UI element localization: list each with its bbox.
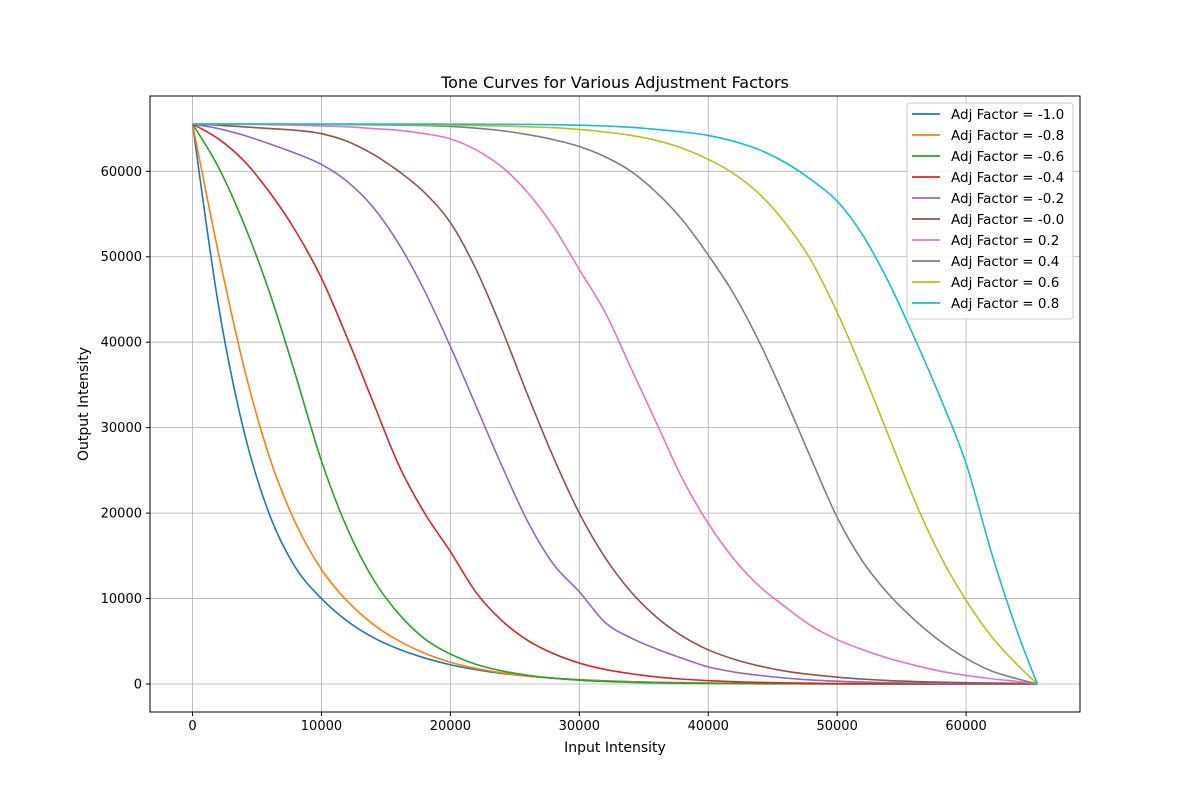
plot-area-frame <box>149 95 1081 713</box>
legend-label: Adj Factor = -0.4 <box>951 170 1064 186</box>
legend-label: Adj Factor = 0.6 <box>951 275 1059 291</box>
x-tick-label: 10000 <box>301 719 342 734</box>
x-tick-label: 0 <box>188 719 196 734</box>
legend-label: Adj Factor = -0.6 <box>951 149 1064 165</box>
legend-label: Adj Factor = -1.0 <box>951 107 1064 123</box>
series-line-4 <box>192 123 1038 685</box>
legend-label: Adj Factor = -0.0 <box>951 212 1064 228</box>
y-axis-label: Output Intensity <box>76 347 92 461</box>
y-tick-label: 40000 <box>101 336 142 351</box>
x-axis-label: Input Intensity <box>564 740 666 756</box>
y-tick-label: 20000 <box>101 507 142 522</box>
legend-label: Adj Factor = 0.8 <box>951 296 1059 312</box>
y-axis-ticks: 0 10000 20000 30000 40000 50000 60000 <box>101 165 150 692</box>
x-tick-label: 20000 <box>430 719 471 734</box>
legend-box <box>906 102 1074 320</box>
x-tick-label: 50000 <box>816 719 857 734</box>
y-tick-label: 50000 <box>101 250 142 265</box>
x-tick-label: 60000 <box>945 719 986 734</box>
y-tick-label: 10000 <box>101 592 142 607</box>
chart-title: Tone Curves for Various Adjustment Facto… <box>440 73 789 92</box>
legend-label: Adj Factor = -0.8 <box>951 128 1064 144</box>
legend-label: Adj Factor = 0.2 <box>951 233 1059 249</box>
x-tick-label: 40000 <box>688 719 729 734</box>
x-axis-ticks: 0 10000 20000 30000 40000 50000 60000 <box>188 712 987 734</box>
legend-label: Adj Factor = 0.4 <box>951 254 1059 270</box>
series-lines <box>191 123 1039 685</box>
grid <box>150 96 1080 712</box>
series-line-9 <box>192 123 1039 685</box>
y-tick-label: 0 <box>134 677 142 692</box>
y-tick-label: 30000 <box>101 421 142 436</box>
series-line-5 <box>192 123 1038 685</box>
series-line-6 <box>192 123 1038 685</box>
y-tick-label: 60000 <box>101 165 142 180</box>
legend: Adj Factor = -1.0 Adj Factor = -0.8 Adj Fa… <box>906 102 1074 320</box>
x-tick-label: 30000 <box>559 719 600 734</box>
series-line-3 <box>192 123 1038 685</box>
legend-label: Adj Factor = -0.2 <box>951 191 1064 207</box>
